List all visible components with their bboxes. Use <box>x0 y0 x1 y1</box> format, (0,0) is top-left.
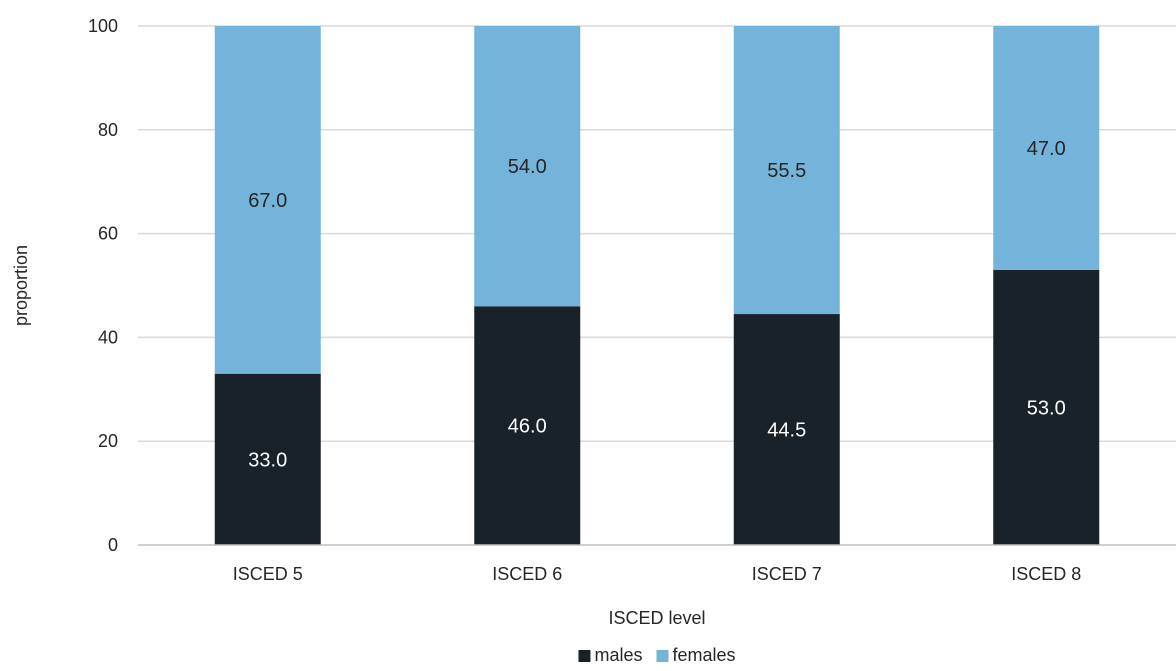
bar-segment-males <box>733 314 840 545</box>
y-tick-label: 40 <box>98 327 118 347</box>
data-label-males: 53.0 <box>1027 397 1066 419</box>
data-label-females: 67.0 <box>248 190 287 212</box>
bar-segment-females <box>733 26 840 315</box>
bar-segment-males <box>214 373 321 545</box>
legend-swatch <box>578 650 591 662</box>
legend-swatch <box>656 650 669 662</box>
legend: males females <box>578 645 736 665</box>
y-tick-label: 0 <box>108 535 118 555</box>
legend-item-males: males <box>578 645 642 665</box>
y-axis-title: proportion <box>11 245 31 326</box>
x-axis-title: ISCED level <box>608 608 705 628</box>
bar-segment-males <box>993 269 1100 545</box>
bar-segment-females <box>214 26 321 374</box>
data-label-females: 55.5 <box>767 160 806 182</box>
data-label-males: 44.5 <box>767 420 806 442</box>
x-tick-label: ISCED 7 <box>752 564 822 584</box>
data-label-males: 33.0 <box>248 449 287 471</box>
x-tick-label: ISCED 5 <box>233 564 303 584</box>
y-tick-label: 20 <box>98 431 118 451</box>
bar-segment-females <box>474 26 581 307</box>
bars: 33.0 67.0 46.0 54.0 44.5 55.5 53.0 47.0 <box>214 26 1100 545</box>
y-tick-label: 100 <box>88 16 118 36</box>
data-label-females: 54.0 <box>508 156 547 178</box>
y-tick-label: 60 <box>98 224 118 244</box>
legend-label: males <box>594 645 642 665</box>
bar-segment-males <box>474 306 581 545</box>
data-label-females: 47.0 <box>1027 138 1066 160</box>
legend-label: females <box>672 645 735 665</box>
y-tick-label: 80 <box>98 120 118 140</box>
legend-item-females: females <box>656 645 736 665</box>
x-axis-ticks: ISCED 5 ISCED 6 ISCED 7 ISCED 8 <box>233 564 1082 584</box>
y-axis-ticks: 0 20 40 60 80 100 <box>88 16 118 555</box>
bar-segment-females <box>993 26 1100 270</box>
x-tick-label: ISCED 6 <box>492 564 562 584</box>
x-tick-label: ISCED 8 <box>1011 564 1081 584</box>
data-label-males: 46.0 <box>508 416 547 438</box>
